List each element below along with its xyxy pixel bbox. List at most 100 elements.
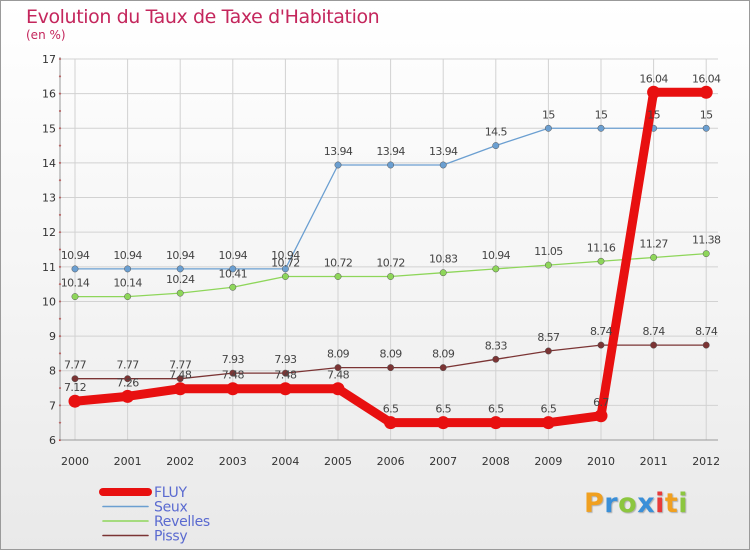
data-label-pissy: 7.93 — [222, 353, 245, 366]
data-label-pissy: 8.09 — [380, 348, 403, 361]
y-tick-label: 17 — [42, 53, 56, 66]
data-label-fluy: 6.5 — [435, 403, 451, 416]
point-revelles — [124, 293, 132, 301]
data-label-seux: 13.94 — [376, 145, 405, 158]
legend-label-revelles: Revelles — [154, 514, 210, 530]
data-label-seux: 13.94 — [429, 145, 458, 158]
y-tick-label: 16 — [42, 88, 56, 101]
data-label-revelles: 11.38 — [692, 234, 721, 247]
data-label-revelles: 10.72 — [376, 257, 405, 270]
x-tick-label: 2004 — [271, 455, 299, 468]
y-tick-label: 14 — [42, 157, 56, 170]
axes: 6 7 8 9 10 11 12 13 14 15 16 17 2000 2001 2002 2003 2004… — [42, 53, 720, 468]
data-label-pissy: 8.57 — [537, 331, 560, 344]
point-seux — [334, 161, 342, 169]
x-tick-label: 2010 — [587, 455, 615, 468]
point-pissy — [702, 341, 710, 349]
y-tick-label: 8 — [49, 365, 56, 378]
data-label-fluy: 6.5 — [541, 403, 557, 416]
x-tick-label: 2005 — [324, 455, 352, 468]
data-label-pissy: 8.33 — [485, 339, 508, 352]
data-label-pissy: 7.93 — [274, 353, 297, 366]
legend-label-fluy: FLUY — [154, 485, 188, 501]
point-revelles — [702, 250, 710, 258]
point-revelles — [439, 269, 447, 277]
point-pissy — [334, 364, 342, 372]
data-label-pissy: 8.09 — [327, 348, 350, 361]
legend-label-pissy: Pissy — [154, 529, 187, 545]
y-tick-label: 9 — [49, 330, 56, 343]
grid — [60, 58, 718, 440]
x-tick-label: 2012 — [692, 455, 720, 468]
y-tick-label: 11 — [42, 261, 56, 274]
data-label-fluy: 7.26 — [117, 376, 140, 389]
data-label-revelles: 11.16 — [587, 241, 616, 254]
data-label-seux: 15 — [542, 108, 555, 121]
point-revelles — [387, 273, 395, 280]
point-fluy — [173, 382, 187, 396]
point-fluy — [436, 416, 450, 430]
point-seux — [229, 265, 237, 273]
data-label-revelles: 10.14 — [61, 277, 90, 290]
point-fluy — [226, 382, 240, 396]
data-label-revelles: 10.83 — [429, 253, 458, 266]
x-tick-label: 2009 — [534, 455, 562, 468]
x-tick-label: 2000 — [61, 455, 89, 468]
y-tick-label: 12 — [42, 226, 56, 239]
data-label-fluy: 7.48 — [169, 369, 192, 382]
data-label-revelles: 10.72 — [324, 257, 353, 270]
data-label-pissy: 8.09 — [432, 348, 455, 361]
data-label-fluy: 6.7 — [593, 396, 609, 409]
x-tick-label: 2001 — [114, 455, 142, 468]
y-tick-label: 13 — [42, 192, 56, 205]
point-revelles — [229, 283, 237, 291]
data-label-fluy: 6.5 — [383, 403, 399, 416]
data-label-seux: 13.94 — [324, 145, 353, 158]
point-fluy — [384, 416, 398, 430]
point-fluy — [594, 409, 608, 423]
data-label-seux: 14.5 — [485, 126, 508, 139]
data-label-pissy: 8.74 — [590, 325, 613, 338]
x-tick-label: 2006 — [377, 455, 405, 468]
y-tick-label: 7 — [49, 399, 56, 412]
data-label-fluy: 7.48 — [222, 369, 245, 382]
y-tick-label: 6 — [49, 434, 56, 447]
point-revelles — [334, 273, 342, 280]
data-label-fluy: 16.04 — [639, 72, 668, 85]
data-label-seux: 10.94 — [219, 249, 248, 262]
point-seux — [492, 142, 500, 150]
data-label-revelles: 11.27 — [639, 237, 668, 250]
point-pissy — [281, 369, 289, 377]
x-tick-label: 2007 — [429, 455, 457, 468]
data-label-revelles: 10.72 — [271, 257, 300, 270]
x-tick-label: 2002 — [166, 455, 194, 468]
point-fluy — [699, 85, 713, 99]
point-seux — [439, 161, 447, 169]
point-fluy — [489, 416, 503, 430]
data-label-revelles: 10.24 — [166, 273, 195, 286]
point-revelles — [492, 265, 500, 273]
point-seux — [124, 265, 132, 273]
point-seux — [597, 124, 605, 132]
point-revelles — [650, 254, 658, 261]
point-pissy — [439, 364, 447, 372]
proxiti-logo: Proxiti — [584, 488, 689, 519]
data-label-fluy: 6.5 — [488, 403, 504, 416]
data-label-pissy: 8.74 — [695, 325, 718, 338]
point-fluy — [278, 382, 292, 396]
point-pissy — [544, 347, 552, 355]
point-revelles — [597, 257, 605, 265]
chart-subtitle: (en %) — [26, 28, 66, 42]
point-pissy — [650, 341, 658, 349]
data-label-pissy: 7.77 — [169, 359, 192, 372]
data-label-seux: 15 — [700, 108, 713, 121]
data-label-pissy: 7.77 — [117, 359, 140, 372]
data-label-revelles: 10.94 — [482, 249, 511, 262]
point-seux — [71, 265, 79, 273]
data-labels: 10.14 10.14 10.24 10.41 10.72 10.72 10.72 10.83… — [61, 72, 722, 416]
data-label-fluy: 7.48 — [327, 369, 350, 382]
data-label-revelles: 11.05 — [534, 245, 563, 258]
data-label-pissy: 7.77 — [64, 359, 87, 372]
data-label-fluy: 7.12 — [64, 381, 86, 394]
